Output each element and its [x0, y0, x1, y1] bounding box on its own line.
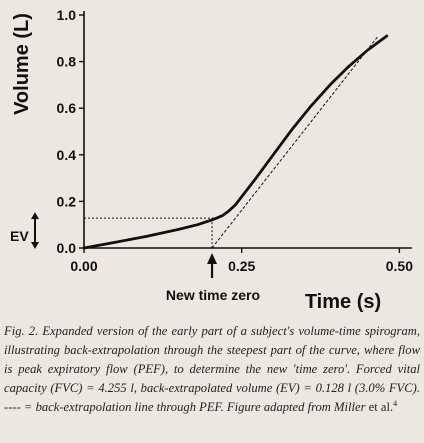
y-axis-title: Volume (L): [11, 13, 33, 115]
y-tick-label: 0.8: [57, 54, 77, 70]
x-axis-title: Time (s): [305, 291, 381, 313]
ev-arrow-down-head: [31, 242, 39, 249]
time-zero-arrow-head: [207, 253, 218, 264]
x-tick-label: 0.00: [70, 258, 97, 274]
new-time-zero-label: New time zero: [166, 287, 260, 303]
chart: 0.0 0.2 0.4 0.6 0.8 1.0 0.00 0.25 0.50 Volume (L…: [10, 7, 413, 313]
plot-area: 0.0 0.2 0.4 0.6 0.8 1.0 0.00 0.25 0.50: [31, 7, 413, 278]
figure-caption: Fig. 2. Expanded version of the early pa…: [4, 322, 420, 417]
caption-etal: et al.: [365, 400, 394, 414]
y-tick-label: 1.0: [57, 7, 77, 23]
ev-arrow-up-head: [31, 212, 39, 220]
backextrapolation-line: [211, 36, 378, 249]
ev-label: EV: [10, 228, 29, 244]
y-tick-label: 0.4: [57, 147, 77, 163]
y-tick-label: 0.2: [57, 193, 77, 209]
caption-text: Fig. 2. Expanded version of the early pa…: [4, 324, 420, 414]
caption-author: Miller: [334, 400, 366, 414]
series-line: [82, 34, 389, 250]
x-tick-label: 0.50: [386, 258, 413, 274]
x-tick-label: 0.25: [228, 258, 255, 274]
y-tick-label: 0.0: [57, 240, 77, 256]
caption-ref: 4: [393, 398, 398, 408]
y-tick-label: 0.6: [57, 100, 77, 116]
